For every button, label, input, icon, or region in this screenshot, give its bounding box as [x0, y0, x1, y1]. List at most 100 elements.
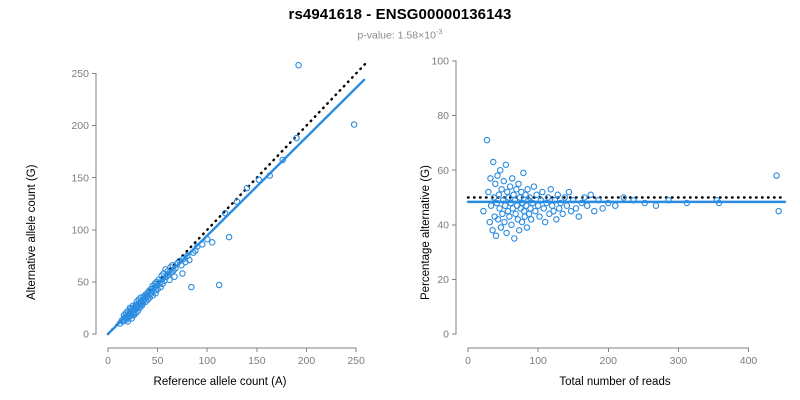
scatter-point	[652, 202, 660, 209]
scatter-point	[533, 191, 540, 199]
scatter-point	[532, 207, 539, 215]
scatter-point	[508, 175, 516, 182]
scatter-point	[553, 216, 560, 223]
scatter-point	[525, 210, 533, 218]
left-y-axis-title: Alternative allele count (G)	[26, 164, 38, 300]
scatter-point	[293, 134, 300, 142]
scatter-point	[225, 233, 233, 241]
y-tick-label: 50	[77, 277, 89, 289]
y-tick-label: 200	[71, 120, 89, 132]
scatter-point	[773, 172, 780, 179]
scatter-point	[612, 202, 619, 209]
scatter-point	[511, 235, 518, 242]
scatter-point	[527, 216, 535, 223]
scatter-point	[500, 177, 508, 185]
scatter-point	[520, 169, 527, 177]
scatter-point	[501, 202, 509, 209]
panel-reference-vs-alternative: Alternative allele count (G) Reference a…	[26, 59, 370, 388]
scatter-point	[487, 202, 495, 209]
scatter-point	[683, 199, 691, 207]
scatter-point	[155, 276, 162, 284]
scatter-point	[492, 180, 499, 188]
scatter-point	[537, 196, 545, 204]
x-tick-label: 50	[152, 355, 164, 367]
x-tick-label: 200	[599, 355, 617, 367]
scatter-point	[221, 209, 229, 217]
scatter-point	[266, 172, 274, 179]
y-tick-label: 150	[71, 172, 89, 184]
scatter-point	[534, 202, 542, 209]
scatter-point	[179, 270, 186, 277]
x-tick-label: 100	[529, 355, 547, 367]
scatter-point	[178, 261, 185, 269]
left-x-axis-title: Reference allele count (A)	[153, 376, 287, 388]
scatter-point	[506, 183, 514, 190]
scatter-point	[486, 218, 493, 226]
scatter-point	[559, 210, 566, 218]
scatter-point	[578, 199, 585, 207]
figure-title: rs4941618 - ENSG00000136143	[288, 6, 512, 23]
scatter-point	[505, 194, 512, 201]
right-scatter-plot: 0 20 40 60 80 100 0 100 200 300 400	[431, 56, 787, 367]
scatter-point	[524, 186, 531, 193]
scatter-point	[561, 194, 569, 201]
scatter-point	[641, 199, 648, 207]
scatter-point	[536, 213, 543, 220]
scatter-point	[541, 218, 549, 226]
x-tick-label: 400	[740, 355, 758, 367]
scatter-point	[164, 268, 171, 275]
x-tick-label: 100	[198, 355, 216, 367]
scatter-point	[503, 229, 510, 237]
scatter-point	[279, 156, 286, 164]
scatter-point	[483, 136, 491, 144]
scatter-point	[523, 224, 531, 231]
scatter-point	[498, 186, 505, 193]
scatter-point	[188, 283, 195, 291]
scatter-point	[515, 180, 522, 188]
scatter-point	[504, 188, 511, 196]
scatter-point	[530, 183, 538, 190]
scatter-point	[497, 166, 504, 174]
x-tick-label: 0	[105, 355, 111, 367]
scatter-point	[605, 199, 612, 207]
scatter-point	[775, 207, 782, 215]
x-tick-label: 150	[248, 355, 266, 367]
scatter-point	[565, 188, 573, 196]
y-tick-label: 60	[437, 165, 449, 177]
scatter-point	[166, 276, 173, 284]
scatter-point	[233, 198, 241, 205]
scatter-point	[208, 239, 216, 246]
scatter-point	[499, 196, 507, 204]
scatter-point	[540, 205, 547, 212]
x-tick-label: 0	[465, 355, 471, 367]
scatter-point	[526, 194, 533, 201]
scatter-point	[529, 199, 536, 207]
scatter-point	[510, 191, 517, 199]
scatter-point	[199, 241, 206, 248]
scatter-point	[567, 207, 575, 215]
scatter-point	[551, 196, 559, 204]
scatter-point	[548, 202, 556, 209]
scatter-point	[508, 221, 515, 229]
scatter-point	[485, 188, 492, 196]
scatter-point	[555, 205, 563, 212]
scatter-point	[572, 205, 580, 212]
scatter-point	[490, 194, 498, 201]
scatter-point	[497, 224, 505, 231]
scatter-point	[496, 205, 503, 212]
y-tick-label: 20	[437, 274, 449, 286]
scatter-point	[599, 205, 606, 212]
x-tick-label: 200	[298, 355, 316, 367]
scatter-point	[494, 172, 501, 179]
scatter-point	[575, 213, 583, 220]
y-tick-label: 0	[83, 329, 89, 341]
scatter-point	[512, 210, 519, 218]
y-tick-label: 40	[437, 219, 449, 231]
scatter-point	[513, 186, 520, 193]
x-tick-label: 250	[347, 355, 365, 367]
scatter-point	[350, 121, 358, 128]
scatter-point	[506, 213, 513, 220]
scatter-point	[494, 216, 502, 223]
scatter-point	[490, 158, 497, 166]
scatter-point	[493, 199, 501, 207]
